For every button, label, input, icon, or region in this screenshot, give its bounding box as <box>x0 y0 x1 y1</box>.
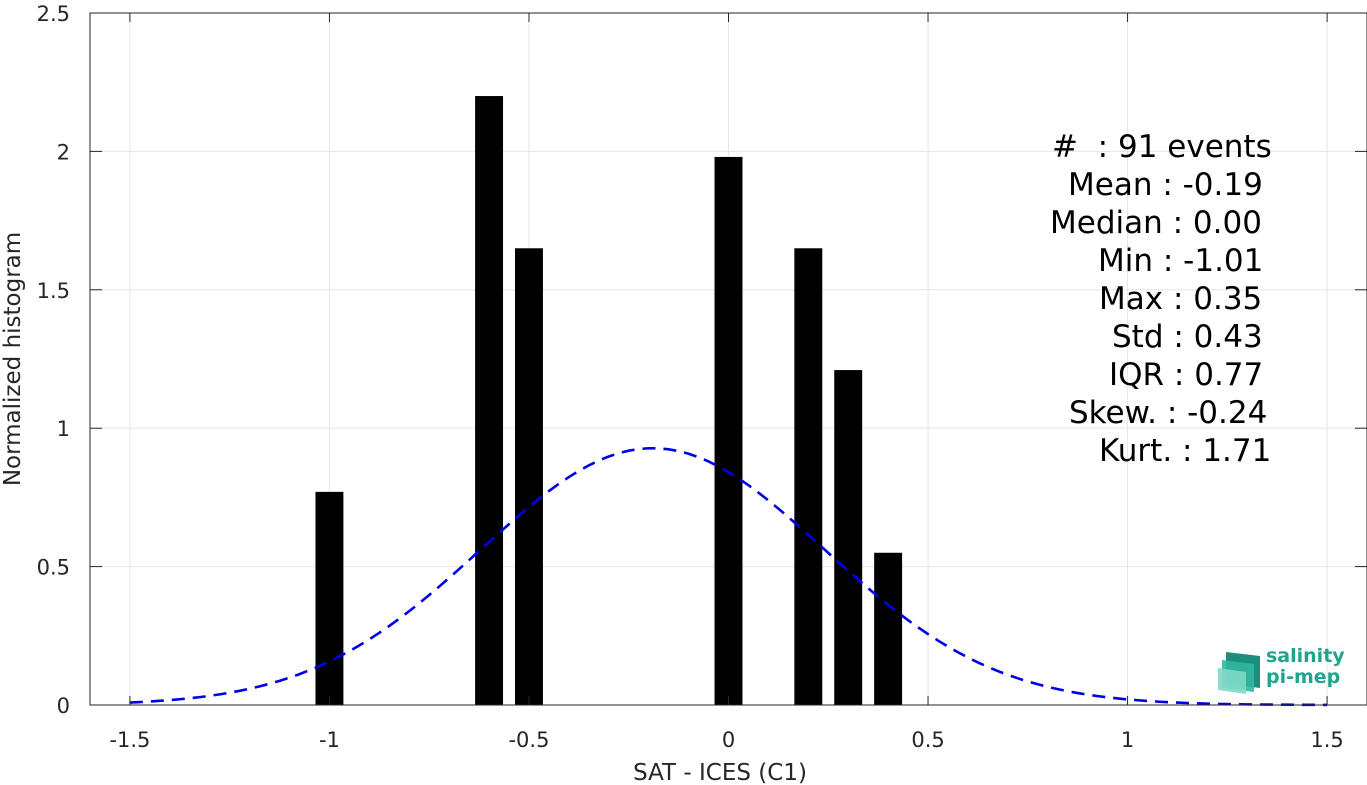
x-tick-label: -0.5 <box>508 728 549 752</box>
stat-iqr: IQR : 0.77 <box>1109 357 1264 393</box>
y-tick-label: 2 <box>57 140 70 164</box>
x-tick-label: -1.5 <box>109 728 150 752</box>
y-tick-label: 2.5 <box>37 2 70 26</box>
x-axis-label: SAT - ICES (C1) <box>633 760 807 785</box>
stat-mean: Mean : -0.19 <box>1068 167 1263 203</box>
stat-kurt: Kurt. : 1.71 <box>1099 433 1272 469</box>
histogram-bar <box>475 96 504 706</box>
histogram-bar <box>315 491 344 705</box>
stat-events: # : 91 events <box>1052 129 1272 165</box>
histogram-bar <box>515 248 543 705</box>
histogram-bar <box>874 552 903 705</box>
gaussian-fit-curve <box>129 446 1328 707</box>
x-tick-label: 1.5 <box>1310 728 1343 752</box>
stat-median: Median : 0.00 <box>1050 205 1262 241</box>
x-tick-label: -1 <box>319 728 340 752</box>
histogram-bar <box>794 248 823 705</box>
stat-std: Std : 0.43 <box>1112 319 1263 355</box>
logo-line-2: pi-mep <box>1266 666 1341 688</box>
histogram-bar <box>834 370 863 705</box>
stat-min: Min : -1.01 <box>1098 243 1264 279</box>
y-tick-label: 0 <box>57 694 70 718</box>
wave-logo-icon <box>1218 652 1260 694</box>
y-tick-label: 0.5 <box>37 556 70 580</box>
x-tick-label: 0.5 <box>911 728 944 752</box>
salinity-pimep-logo: salinity pi-mep <box>1216 646 1346 696</box>
y-tick-label: 1 <box>57 417 70 441</box>
logo-line-1: salinity <box>1266 645 1345 667</box>
stat-max: Max : 0.35 <box>1099 281 1263 317</box>
y-axis-label: Normalized histogram <box>0 232 26 486</box>
bars <box>315 96 903 706</box>
x-tick-label: 0 <box>722 728 735 752</box>
y-tick-label: 1.5 <box>37 279 70 303</box>
x-tick-label: 1 <box>1121 728 1134 752</box>
histogram-bar <box>714 156 743 705</box>
axis-ticks: -1.5 -1 -0.5 0 0.5 1 1.5 0 0.5 1 1.5 2 2.5 <box>37 2 1367 752</box>
stat-skew: Skew. : -0.24 <box>1069 395 1268 431</box>
